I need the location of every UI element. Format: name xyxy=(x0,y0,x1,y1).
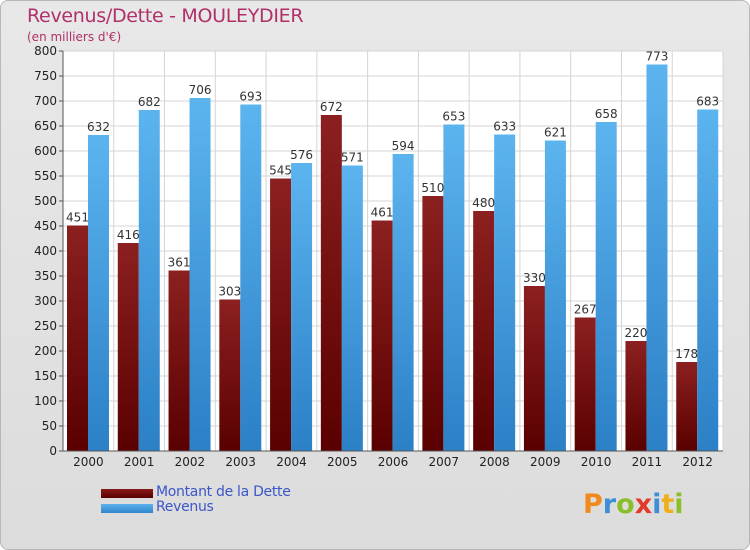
revenus-bar xyxy=(138,110,160,451)
dette-bar xyxy=(168,270,190,451)
data-label: 571 xyxy=(341,151,364,165)
revenus-bar xyxy=(646,64,668,451)
x-tick-label: 2005 xyxy=(327,455,358,469)
y-tick-label: 250 xyxy=(34,319,57,333)
x-tick-label: 2006 xyxy=(378,455,409,469)
data-label: 220 xyxy=(625,326,648,340)
data-label: 683 xyxy=(696,95,719,109)
data-label: 632 xyxy=(87,120,110,134)
y-tick-label: 150 xyxy=(34,369,57,383)
x-tick-label: 2000 xyxy=(73,455,104,469)
dette-bar xyxy=(473,211,495,451)
y-tick-label: 300 xyxy=(34,294,57,308)
revenus-bar xyxy=(240,104,262,451)
dette-bar xyxy=(422,196,444,451)
revenus-bar xyxy=(291,163,313,451)
data-label: 267 xyxy=(574,303,597,317)
legend-swatch-dette xyxy=(101,489,153,498)
legend-label-dette: Montant de la Dette xyxy=(156,484,291,500)
dette-bar xyxy=(371,220,393,451)
dette-bar xyxy=(67,225,88,451)
dette-bar xyxy=(219,299,241,451)
data-label: 672 xyxy=(320,100,343,114)
y-tick-label: 650 xyxy=(34,119,57,133)
dette-bar xyxy=(320,115,342,451)
dette-bar xyxy=(676,362,698,451)
revenus-bar xyxy=(697,109,719,451)
revenus-bar xyxy=(88,135,109,451)
data-label: 510 xyxy=(421,181,444,195)
x-tick-label: 2011 xyxy=(632,455,663,469)
y-tick-label: 550 xyxy=(34,169,57,183)
x-tick-label: 2008 xyxy=(479,455,510,469)
y-tick-label: 400 xyxy=(34,244,57,258)
data-label: 361 xyxy=(168,256,191,270)
data-label: 330 xyxy=(523,271,546,285)
logo-letter: P xyxy=(583,489,603,520)
y-tick-label: 200 xyxy=(34,344,57,358)
chart-title: Revenus/Dette - MOULEYDIER xyxy=(27,5,304,27)
proxiti-logo: Proxiti xyxy=(583,489,684,520)
x-tick-label: 2010 xyxy=(581,455,612,469)
x-tick-label: 2004 xyxy=(276,455,307,469)
y-tick-label: 500 xyxy=(34,194,57,208)
revenus-bar xyxy=(392,154,414,451)
data-label: 416 xyxy=(117,228,140,242)
revenus-bar xyxy=(544,140,566,451)
y-tick-label: 350 xyxy=(34,269,57,283)
y-tick-label: 450 xyxy=(34,219,57,233)
dette-bar xyxy=(625,341,647,451)
y-tick-label: 700 xyxy=(34,94,57,108)
data-label: 653 xyxy=(442,110,465,124)
data-label: 576 xyxy=(290,148,313,162)
data-label: 773 xyxy=(646,50,669,64)
data-label: 594 xyxy=(392,139,415,153)
logo-letter: i xyxy=(674,489,684,520)
x-tick-label: 2012 xyxy=(682,455,713,469)
dette-bar xyxy=(270,178,292,451)
data-label: 461 xyxy=(371,206,394,220)
y-tick-label: 50 xyxy=(42,419,57,433)
data-label: 658 xyxy=(595,107,618,121)
y-tick-label: 600 xyxy=(34,144,57,158)
y-tick-label: 0 xyxy=(49,444,57,458)
data-label: 451 xyxy=(66,211,89,225)
revenus-bar xyxy=(595,122,617,451)
dette-bar xyxy=(117,243,139,451)
y-tick-label: 100 xyxy=(34,394,57,408)
logo-letter: i xyxy=(652,489,662,520)
dette-bar xyxy=(574,317,596,451)
x-tick-label: 2007 xyxy=(428,455,459,469)
dette-bar xyxy=(523,286,545,451)
x-tick-label: 2003 xyxy=(225,455,256,469)
logo-letter: t xyxy=(661,489,675,520)
chart-subtitle: (en milliers d'€) xyxy=(27,30,122,44)
data-label: 682 xyxy=(138,95,161,109)
data-label: 633 xyxy=(493,120,516,134)
logo-letter: o xyxy=(616,489,635,520)
data-label: 706 xyxy=(189,83,212,97)
data-label: 303 xyxy=(218,285,241,299)
x-tick-label: 2009 xyxy=(530,455,561,469)
revenus-bar xyxy=(341,165,363,451)
revenus-bar xyxy=(494,134,516,451)
data-label: 693 xyxy=(239,90,262,104)
y-tick-label: 750 xyxy=(34,69,57,83)
data-label: 545 xyxy=(269,164,292,178)
data-label: 178 xyxy=(675,347,698,361)
revenus-bar xyxy=(443,124,465,451)
x-tick-label: 2001 xyxy=(124,455,155,469)
revenus-bar xyxy=(189,98,211,451)
logo-letter: x xyxy=(634,489,653,520)
logo-letter: r xyxy=(602,489,617,520)
y-tick-label: 800 xyxy=(34,44,57,58)
data-label: 621 xyxy=(544,126,567,140)
data-label: 480 xyxy=(472,196,495,210)
x-tick-label: 2002 xyxy=(175,455,206,469)
legend-swatch-revenus xyxy=(101,504,153,513)
legend-label-revenus: Revenus xyxy=(156,499,214,515)
